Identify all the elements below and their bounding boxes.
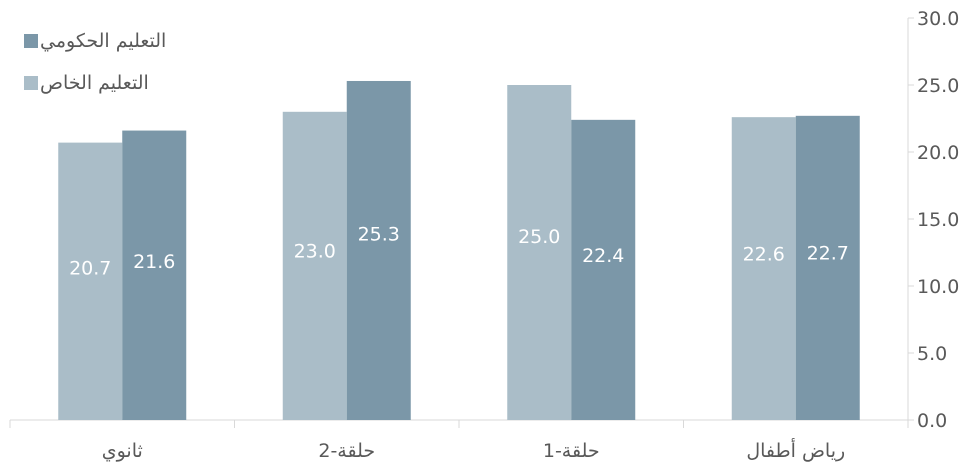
y-tick-label: 20.0 [917, 142, 959, 164]
axes: 0.0 5.0 10.0 15.0 20.0 25.0 30.0 ثانوي حلقة-2 حلق… [9, 8, 959, 462]
bars [58, 80, 860, 421]
data-label: 22.6 [743, 243, 785, 265]
data-label: 21.6 [133, 251, 175, 273]
y-tick-label: 0.0 [917, 410, 947, 432]
data-label: 25.3 [358, 224, 400, 246]
bar [795, 115, 860, 420]
data-label: 22.7 [807, 243, 849, 265]
x-tick-label: رياض أطفال [746, 438, 845, 462]
bar [58, 142, 123, 420]
y-tick-label: 5.0 [917, 343, 947, 365]
y-tick-label: 30.0 [917, 8, 959, 30]
legend-label: التعليم الخاص [40, 72, 149, 94]
legend-swatch [24, 34, 38, 48]
bar [731, 117, 796, 420]
bar [346, 80, 411, 420]
y-tick-label: 25.0 [917, 75, 959, 97]
y-tick-label: 10.0 [917, 276, 959, 298]
data-labels: 20.7 23.0 25.0 22.6 21.6 25.3 22.4 22.7 [69, 224, 849, 280]
data-label: 20.7 [69, 257, 111, 279]
legend-swatch [24, 76, 38, 90]
bar [571, 119, 636, 420]
data-label: 23.0 [294, 240, 336, 262]
y-tick-label: 15.0 [917, 209, 959, 231]
x-tick-label: حلقة-1 [543, 440, 600, 462]
bar [507, 85, 572, 420]
data-label: 22.4 [582, 245, 624, 267]
bar [122, 130, 187, 420]
x-tick-label: ثانوي [102, 440, 143, 462]
x-tick-label: حلقة-2 [318, 440, 375, 462]
legend-label: التعليم الحكومي [40, 30, 166, 52]
bar [282, 111, 347, 421]
legend: التعليم الحكومي التعليم الخاص [24, 30, 166, 94]
data-label: 25.0 [518, 226, 560, 248]
